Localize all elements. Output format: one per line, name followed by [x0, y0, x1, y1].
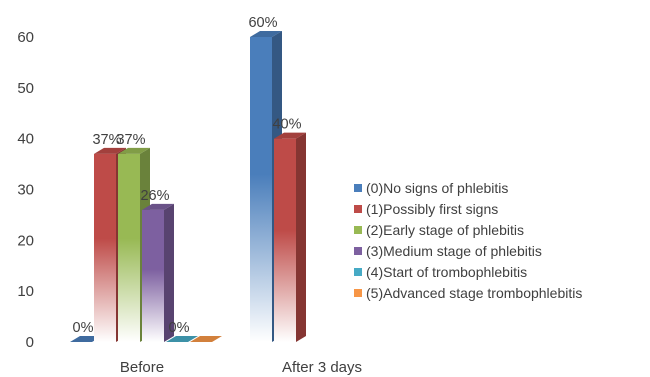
x-tick-label: Before: [120, 359, 164, 376]
y-tick-label: 40: [17, 131, 34, 148]
data-label: 40%: [272, 117, 301, 133]
legend-item: (3)Medium stage of phlebitis: [354, 243, 542, 259]
data-labels: 0% 37%37% 26% 0% 60% 40%: [73, 15, 302, 336]
legend-item: (2)Early stage of phlebitis: [354, 222, 524, 238]
y-tick-label: 60: [17, 29, 34, 46]
data-label: 0%: [169, 320, 190, 336]
legend-label: (2)Early stage of phlebitis: [366, 222, 524, 238]
bar: [274, 132, 306, 342]
y-tick-label: 0: [26, 334, 34, 351]
bar: [190, 336, 222, 342]
legend-swatch: [354, 289, 362, 297]
y-tick-label: 10: [17, 283, 34, 300]
y-tick-label: 50: [17, 80, 34, 97]
y-tick-label: 20: [17, 232, 34, 249]
bar: [142, 203, 174, 342]
data-label: 37%: [92, 132, 121, 148]
legend-item: (4)Start of trombophlebitis: [354, 264, 527, 280]
x-tick-label: After 3 days: [282, 359, 362, 376]
data-label: 0%: [73, 320, 94, 336]
legend-swatch: [354, 205, 362, 213]
legend-swatch: [354, 226, 362, 234]
legend-label: (1)Possibly first signs: [366, 201, 498, 217]
x-axis: Before After 3 days: [120, 359, 362, 376]
data-label: 60%: [248, 15, 277, 31]
data-label: 26%: [140, 188, 169, 204]
bars: [70, 31, 306, 342]
legend-swatch: [354, 184, 362, 192]
legend-item: (5)Advanced stage trombophlebitis: [354, 285, 582, 301]
legend-swatch: [354, 268, 362, 276]
legend-item: (1)Possibly first signs: [354, 201, 498, 217]
data-label: 37%: [116, 132, 145, 148]
legend: (0)No signs of phlebitis (1)Possibly firs…: [354, 180, 582, 301]
legend-item: (0)No signs of phlebitis: [354, 180, 508, 196]
legend-label: (4)Start of trombophlebitis: [366, 264, 527, 280]
y-axis: 0 10 20 30 40 50 60: [17, 29, 34, 351]
y-tick-label: 30: [17, 182, 34, 199]
bar: [166, 336, 198, 342]
legend-swatch: [354, 247, 362, 255]
legend-label: (3)Medium stage of phlebitis: [366, 243, 542, 259]
legend-label: (0)No signs of phlebitis: [366, 180, 508, 196]
legend-label: (5)Advanced stage trombophlebitis: [366, 285, 582, 301]
